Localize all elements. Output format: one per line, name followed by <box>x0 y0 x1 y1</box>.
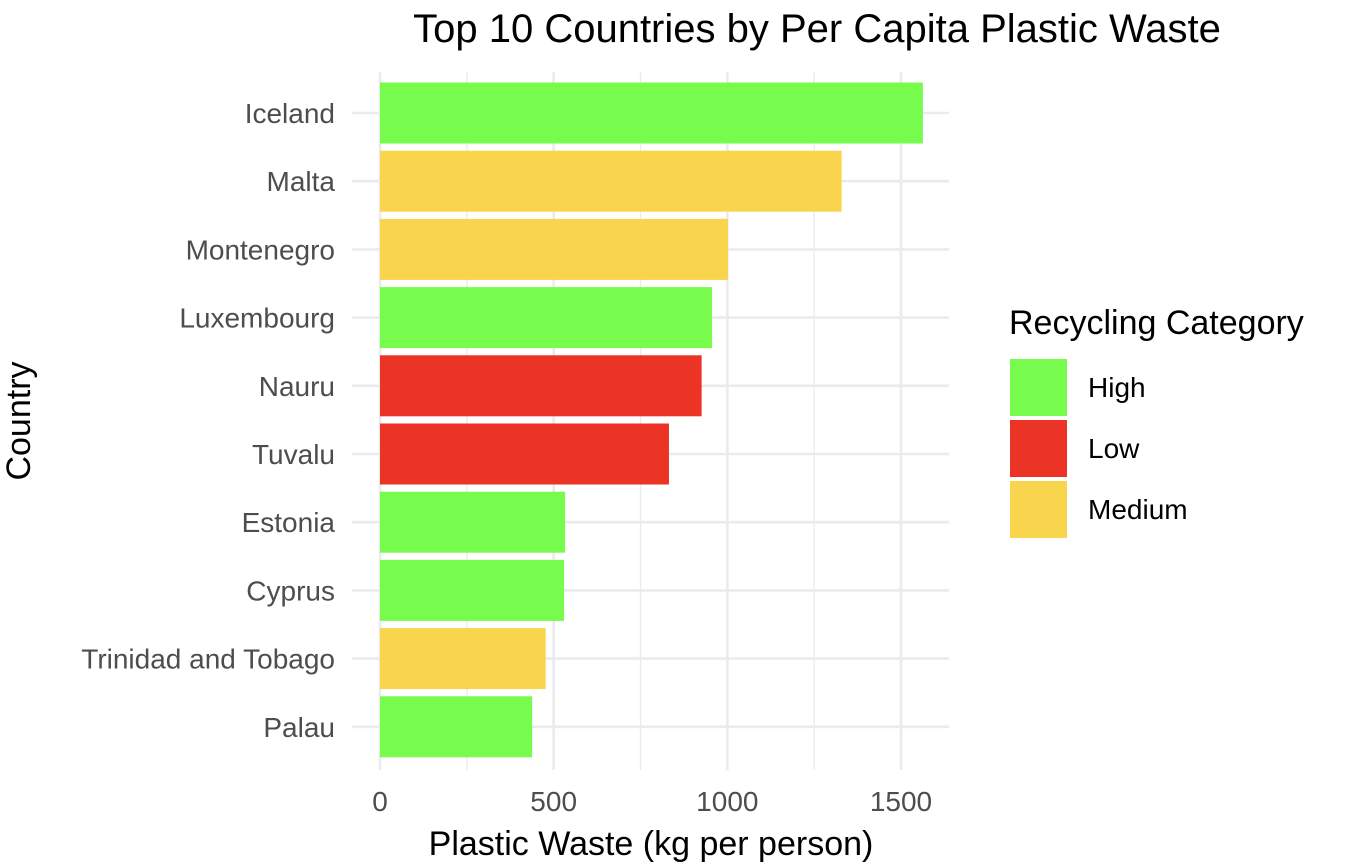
bars <box>380 82 923 758</box>
legend-label: Low <box>1088 433 1140 464</box>
bar <box>380 218 729 280</box>
bar <box>380 559 565 621</box>
bar <box>380 150 842 212</box>
y-tick-label: Luxembourg <box>179 303 335 334</box>
bar <box>380 491 566 553</box>
x-tick-label: 1500 <box>870 786 932 817</box>
legend-key <box>1010 481 1067 538</box>
x-tick-labels: 0 500 1000 1500 <box>372 786 932 817</box>
y-tick-label: Tuvalu <box>252 439 335 470</box>
x-tick-label: 1000 <box>696 786 758 817</box>
y-tick-label: Trinidad and Tobago <box>81 644 335 675</box>
legend-key <box>1010 359 1067 416</box>
bar <box>380 628 546 690</box>
legend-label: High <box>1088 372 1146 403</box>
legend-title: Recycling Category <box>1009 304 1304 342</box>
chart-title: Top 10 Countries by Per Capita Plastic W… <box>413 7 1221 51</box>
y-tick-label: Cyprus <box>246 575 335 606</box>
y-tick-label: Iceland <box>245 98 335 129</box>
y-axis-title: Country <box>0 361 38 480</box>
y-tick-label: Malta <box>267 166 336 197</box>
y-tick-labels: Iceland Malta Montenegro Luxembourg Nauru Tuv… <box>81 98 335 743</box>
x-axis-title: Plastic Waste (kg per person) <box>429 825 874 863</box>
x-tick-label: 0 <box>372 786 388 817</box>
x-tick-label: 500 <box>530 786 577 817</box>
legend-label: Medium <box>1088 494 1188 525</box>
y-tick-label: Palau <box>263 712 335 743</box>
y-tick-label: Montenegro <box>186 234 335 265</box>
bar <box>380 287 713 349</box>
bar <box>380 696 533 758</box>
bar <box>380 82 923 144</box>
legend: Recycling Category High Low Medium <box>1009 304 1304 538</box>
y-tick-label: Nauru <box>259 371 335 402</box>
legend-key <box>1010 420 1067 477</box>
bar <box>380 423 669 485</box>
y-tick-label: Estonia <box>242 507 336 538</box>
bar <box>380 355 702 417</box>
